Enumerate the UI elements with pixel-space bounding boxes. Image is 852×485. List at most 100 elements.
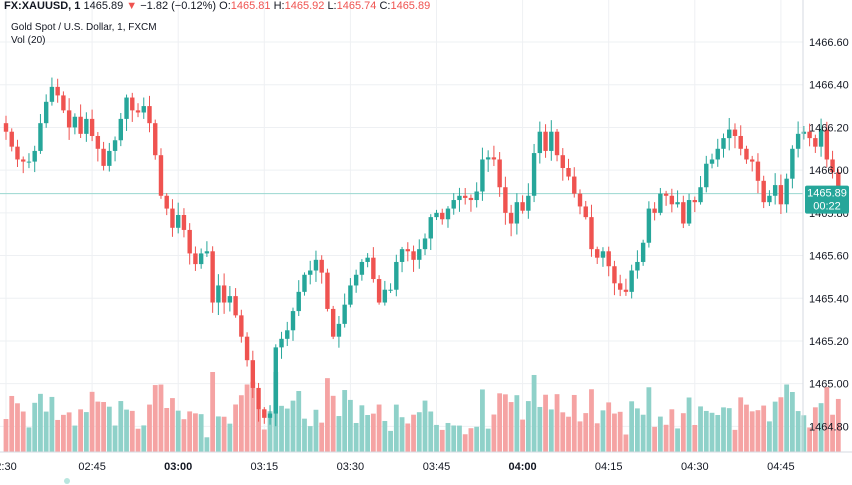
volume-bar bbox=[583, 413, 589, 452]
volume-bar bbox=[112, 425, 118, 452]
volume-bar bbox=[721, 407, 726, 452]
close-value: 1465.89 bbox=[390, 0, 431, 12]
candle-body bbox=[147, 106, 152, 124]
candle-body bbox=[652, 208, 657, 213]
candle-body bbox=[612, 266, 617, 284]
candle-body bbox=[790, 148, 795, 179]
candle-body bbox=[262, 409, 267, 418]
candle-body bbox=[434, 212, 439, 218]
candle-body bbox=[772, 185, 778, 196]
volume-bar bbox=[439, 429, 445, 452]
candle-body bbox=[130, 97, 135, 111]
candle-body bbox=[457, 195, 462, 201]
symbol-legend: FX:XAUUSD, 1 1465.89 ▼ −1.82 (−0.12%) O:… bbox=[4, 0, 430, 12]
candle-body bbox=[503, 187, 508, 213]
volume-bar bbox=[330, 395, 336, 452]
volume-bar bbox=[313, 409, 319, 452]
candle-body bbox=[325, 272, 330, 309]
volume-bar bbox=[129, 410, 135, 452]
candle-body bbox=[43, 101, 49, 124]
candle-body bbox=[531, 153, 537, 196]
candle-body bbox=[256, 387, 261, 410]
volume-bar bbox=[600, 410, 606, 452]
x-tick-label: 02:45 bbox=[78, 461, 106, 473]
volume-bar bbox=[227, 423, 233, 452]
volume-bar bbox=[577, 421, 583, 452]
candle-body bbox=[250, 360, 256, 388]
volume-bar bbox=[38, 393, 43, 452]
volume-bar bbox=[749, 411, 755, 452]
candle-body bbox=[49, 86, 55, 102]
x-tick-label: 03:30 bbox=[337, 461, 365, 473]
candle-body bbox=[595, 249, 600, 258]
candle-body bbox=[3, 123, 9, 132]
volume-bar bbox=[198, 414, 204, 452]
volume-bar bbox=[669, 409, 675, 452]
x-tick-label: 04:15 bbox=[595, 461, 623, 473]
volume-bar bbox=[543, 394, 548, 452]
volume-bar bbox=[353, 422, 359, 452]
volume-bar bbox=[606, 402, 612, 452]
candle-body bbox=[440, 212, 445, 220]
bar-countdown: 00:22 bbox=[813, 201, 841, 213]
volume-bar bbox=[680, 413, 686, 452]
volume-bar bbox=[560, 412, 566, 452]
volume-bar bbox=[640, 414, 646, 452]
candle-body bbox=[112, 140, 118, 151]
volume-bar bbox=[652, 426, 658, 452]
candle-body bbox=[572, 176, 577, 194]
volume-bar bbox=[26, 427, 32, 452]
candle-body bbox=[617, 283, 623, 290]
price-axis[interactable]: 1466.601466.401466.201466.001465.801465.… bbox=[809, 37, 849, 433]
volume-bar bbox=[193, 413, 198, 452]
candle-body bbox=[21, 159, 26, 162]
candle-body bbox=[646, 208, 652, 243]
candle-body bbox=[239, 315, 244, 337]
symbol-name[interactable]: FX:XAUUSD, 1 bbox=[4, 0, 81, 12]
volume-bar bbox=[738, 397, 744, 452]
volume-bar bbox=[801, 415, 807, 452]
high-value: 1465.92 bbox=[284, 0, 325, 12]
volume-bar bbox=[399, 417, 405, 452]
volume-bar bbox=[416, 412, 422, 452]
volume-bar bbox=[296, 391, 302, 452]
candle-body bbox=[342, 304, 347, 324]
volume-bar bbox=[623, 434, 629, 452]
candle-body bbox=[543, 131, 548, 151]
candle-body bbox=[537, 131, 543, 154]
scroll-indicator-dot[interactable] bbox=[64, 478, 70, 484]
candle-body bbox=[474, 191, 479, 201]
candle-body bbox=[279, 338, 284, 348]
volume-bar bbox=[468, 428, 474, 452]
volume-bar bbox=[434, 424, 439, 452]
candle-body bbox=[606, 251, 611, 267]
candle-body bbox=[658, 193, 663, 213]
x-tick-label: 04:45 bbox=[767, 461, 795, 473]
volume-bar bbox=[761, 405, 767, 452]
x-tick-label: 03:45 bbox=[423, 461, 451, 473]
candle-body bbox=[491, 157, 497, 160]
volume-bar bbox=[629, 401, 635, 452]
candle-body bbox=[394, 261, 399, 290]
volume-bar bbox=[261, 429, 267, 452]
volume-indicator-label[interactable]: Vol (20) bbox=[11, 35, 46, 46]
volume-bar bbox=[715, 414, 721, 452]
candle-body bbox=[273, 347, 278, 414]
volume-bar bbox=[462, 434, 468, 452]
y-tick-label: 1466.60 bbox=[809, 37, 849, 49]
candle-body bbox=[445, 208, 451, 220]
candle-body bbox=[376, 279, 382, 303]
candle-body bbox=[153, 123, 158, 156]
volume-bar bbox=[72, 425, 78, 452]
volume-bar bbox=[709, 412, 715, 452]
candle-body bbox=[623, 289, 629, 292]
last-price-label: 1465.89 00:22 bbox=[805, 185, 849, 214]
volume-bar bbox=[370, 413, 376, 452]
y-tick-label: 1466.40 bbox=[809, 80, 849, 92]
volume-bar bbox=[491, 414, 497, 452]
candle-body bbox=[32, 150, 37, 162]
time-axis[interactable]: 2:30 02:45 03:00 03:15 03:30 03:45 04:00 04:15 0… bbox=[0, 461, 852, 473]
candle-body bbox=[285, 330, 290, 339]
candle-body bbox=[560, 155, 565, 169]
